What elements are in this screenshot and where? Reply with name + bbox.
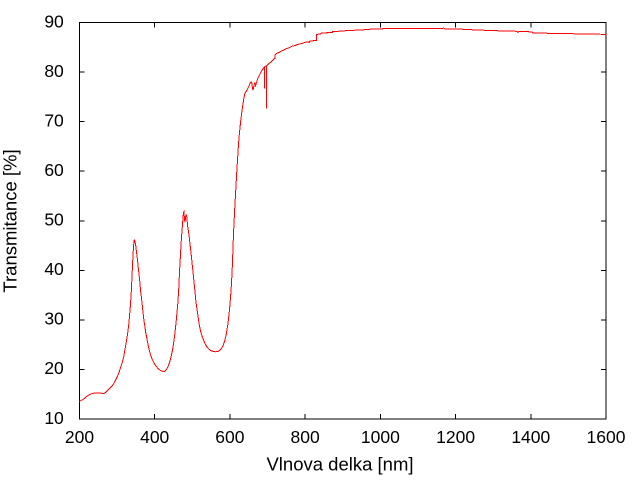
svg-text:Vlnova delka [nm]: Vlnova delka [nm] [266, 454, 413, 475]
svg-text:1600: 1600 [587, 427, 626, 447]
svg-text:1000: 1000 [361, 427, 400, 447]
svg-text:200: 200 [65, 427, 94, 447]
svg-text:80: 80 [44, 61, 64, 81]
svg-text:800: 800 [290, 427, 319, 447]
svg-text:20: 20 [44, 358, 64, 378]
svg-text:Transmitance [%]: Transmitance [%] [0, 149, 21, 292]
svg-text:40: 40 [44, 259, 64, 279]
svg-text:50: 50 [44, 210, 64, 230]
svg-text:10: 10 [44, 408, 64, 428]
svg-text:600: 600 [215, 427, 244, 447]
svg-text:60: 60 [44, 160, 64, 180]
svg-text:1200: 1200 [436, 427, 475, 447]
svg-text:70: 70 [44, 110, 64, 130]
svg-text:1400: 1400 [511, 427, 550, 447]
svg-text:30: 30 [44, 309, 64, 329]
svg-text:400: 400 [140, 427, 169, 447]
svg-text:90: 90 [44, 11, 64, 31]
